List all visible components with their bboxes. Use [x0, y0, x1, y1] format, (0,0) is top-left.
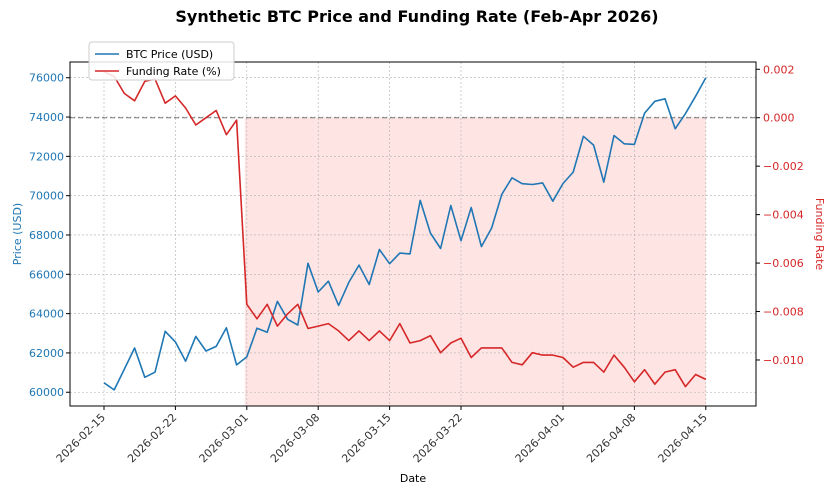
y-tick-right-label-4: −0.006 — [763, 257, 804, 270]
shaded-region — [244, 117, 706, 406]
legend-box — [88, 41, 235, 81]
negative-funding-region — [244, 117, 706, 406]
y-tick-right-label-3: −0.004 — [763, 209, 804, 222]
y-tick-right-label-6: −0.010 — [763, 354, 804, 367]
price-line — [103, 77, 707, 391]
chart-title: Synthetic BTC Price and Funding Rate (Fe… — [175, 7, 658, 26]
y-tick-right-label-2: −0.002 — [763, 160, 804, 173]
grid — [70, 62, 756, 406]
y-tick-right-label-1: 0.000 — [763, 112, 795, 125]
x-tick-label-3: 2026-03-08 — [268, 411, 322, 465]
y-ticks-right: 0.002 0.000 −0.002 −0.004 −0.006 −0.008 −0.010 — [756, 63, 804, 367]
y-tick-left-label-2: 64000 — [29, 308, 64, 321]
y-tick-left-label-3: 66000 — [29, 268, 64, 281]
funding-line — [103, 70, 707, 388]
y-tick-right-label-5: −0.008 — [763, 306, 804, 319]
x-tick-label-4: 2026-03-15 — [339, 411, 393, 465]
x-tick-label-6: 2026-04-01 — [513, 411, 567, 465]
y-tick-left-label-0: 60000 — [29, 386, 64, 399]
x-tick-label-8: 2026-04-15 — [656, 411, 710, 465]
y-tick-left-label-6: 72000 — [29, 150, 64, 163]
series — [103, 70, 707, 391]
legend-label-funding: Funding Rate (%) — [126, 65, 221, 78]
legend-label-price: BTC Price (USD) — [126, 48, 213, 61]
x-tick-label-0: 2026-02-15 — [54, 411, 108, 465]
x-tick-label-2: 2026-03-01 — [197, 411, 251, 465]
y-axis-label-right: Funding Rate — [813, 198, 826, 271]
x-tick-label-5: 2026-03-22 — [411, 411, 465, 465]
y-tick-left-label-7: 74000 — [29, 111, 64, 124]
y-ticks-left: 60000 62000 64000 66000 68000 70000 72000 74000… — [29, 72, 70, 399]
x-tick-label-7: 2026-04-08 — [584, 411, 638, 465]
y-tick-left-label-4: 68000 — [29, 229, 64, 242]
x-tick-label-1: 2026-02-22 — [125, 411, 179, 465]
x-ticks: 2026-02-15 2026-02-22 2026-03-01 2026-03-08… — [54, 406, 710, 465]
y-tick-left-label-5: 70000 — [29, 190, 64, 203]
y-tick-left-label-8: 76000 — [29, 72, 64, 85]
legend: BTC Price (USD) Funding Rate (%) — [88, 41, 235, 81]
plot-frame — [69, 61, 757, 407]
y-tick-right-label-0: 0.002 — [763, 63, 795, 76]
y-axis-label-left: Price (USD) — [11, 203, 24, 265]
x-axis-label: Date — [400, 472, 427, 485]
y-tick-left-label-1: 62000 — [29, 347, 64, 360]
